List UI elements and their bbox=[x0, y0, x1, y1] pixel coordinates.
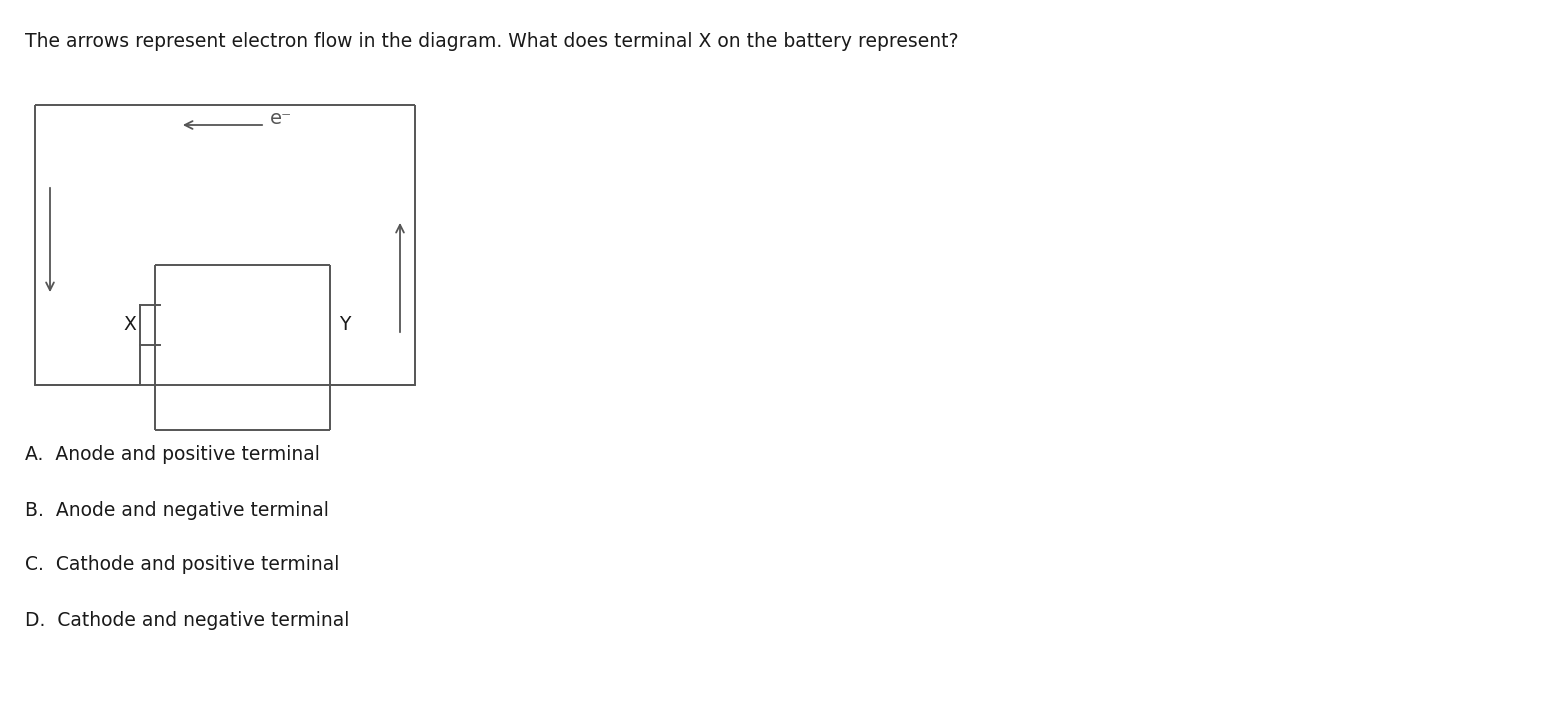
Text: Y: Y bbox=[340, 316, 351, 334]
Text: The arrows represent electron flow in the diagram. What does terminal X on the b: The arrows represent electron flow in th… bbox=[25, 32, 958, 51]
Text: X: X bbox=[123, 316, 136, 334]
Text: B.  Anode and negative terminal: B. Anode and negative terminal bbox=[25, 500, 329, 520]
Text: e⁻: e⁻ bbox=[270, 109, 292, 127]
Text: C.  Cathode and positive terminal: C. Cathode and positive terminal bbox=[25, 556, 340, 574]
Text: D.  Cathode and negative terminal: D. Cathode and negative terminal bbox=[25, 611, 349, 629]
Text: A.  Anode and positive terminal: A. Anode and positive terminal bbox=[25, 445, 320, 465]
